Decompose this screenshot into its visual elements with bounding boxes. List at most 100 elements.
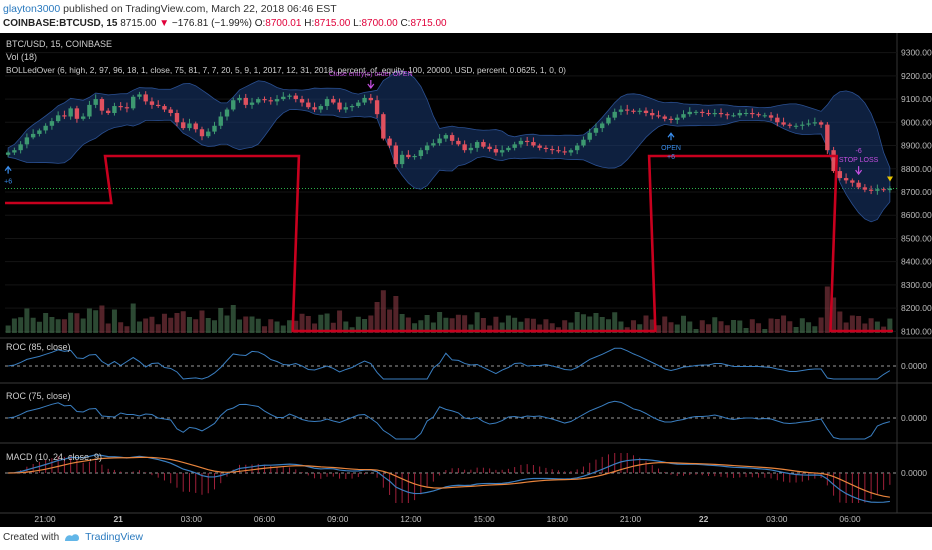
- macd-line: [8, 454, 890, 503]
- strategy-position-line: [5, 154, 893, 333]
- volume-bar: [599, 317, 605, 333]
- candle-body: [299, 99, 305, 103]
- candle-body: [781, 122, 786, 125]
- candle-body: [518, 140, 524, 145]
- volume-bar: [787, 321, 793, 333]
- price-tick-label: 9300.00: [901, 48, 932, 58]
- entry-marker-qty: +6: [667, 154, 675, 161]
- candle-body: [568, 150, 574, 153]
- candle-body: [850, 180, 855, 183]
- candle-body: [750, 113, 755, 115]
- author-link[interactable]: glayton3000: [3, 3, 61, 15]
- volume-bar: [706, 324, 712, 333]
- candle-body: [700, 111, 705, 114]
- close-value: 8715.00: [410, 18, 447, 29]
- time-tick-label: 21:00: [620, 514, 642, 524]
- candle-body: [49, 121, 55, 126]
- pane-separators: [0, 337, 932, 514]
- volume-bar: [11, 318, 17, 333]
- macd-legend: MACD (10, 24, close, 9): [6, 452, 102, 462]
- candle-body: [431, 143, 436, 146]
- volume-bar: [368, 315, 374, 333]
- volume-bar: [874, 321, 880, 333]
- candle-body: [43, 125, 48, 131]
- last-price-triangle-icon: [887, 176, 893, 182]
- candle-body: [456, 140, 461, 145]
- candle-body: [768, 115, 774, 118]
- price-tick-label: 8300.00: [901, 280, 932, 290]
- price-tick-label: 9000.00: [901, 117, 932, 127]
- roc1-legend: ROC (85, close): [6, 342, 71, 352]
- candle-body: [362, 97, 367, 103]
- volume-bar: [387, 309, 393, 333]
- volume-bar: [130, 303, 136, 333]
- bollinger-bands: [7, 70, 891, 223]
- volume-bar: [568, 322, 574, 333]
- publish-info: glayton3000 published on TradingView.com…: [3, 3, 337, 15]
- entry-arrow-icon: [667, 132, 675, 141]
- candle-body: [243, 97, 248, 105]
- volume-bar: [856, 316, 862, 333]
- candle-body: [643, 110, 649, 114]
- candle-body: [437, 138, 442, 144]
- time-tick-label: 21:00: [34, 514, 56, 524]
- candle-body: [693, 111, 699, 113]
- price-tick-label: 8900.00: [901, 141, 932, 151]
- time-tick-label: 21: [113, 514, 123, 524]
- volume-bar: [230, 305, 236, 333]
- candle-body: [837, 171, 843, 179]
- chart-canvas[interactable]: Close entry(s) order OPEN OPEN +6 STOP LOSS…: [0, 33, 932, 527]
- price-axis[interactable]: 9300.00 9200.00 9100.00 9000.00 8900.00 8800.…: [901, 48, 932, 337]
- volume-bar: [318, 314, 324, 333]
- volume-bar: [530, 318, 536, 333]
- volume-bar: [18, 317, 24, 333]
- volume-bar: [462, 315, 468, 333]
- volume-bar: [843, 322, 849, 333]
- candle-body: [274, 99, 280, 102]
- candle-body: [337, 102, 342, 110]
- candle-body: [856, 182, 861, 188]
- volume-bar: [61, 319, 67, 333]
- candle-body: [843, 178, 849, 181]
- candle-body: [449, 135, 455, 141]
- volume-bar: [499, 322, 505, 333]
- exit-arrow-icon: [367, 79, 375, 89]
- candle-body: [193, 123, 198, 130]
- time-tick-label: 22: [699, 514, 709, 524]
- candle-body: [737, 113, 742, 116]
- volume-bar: [712, 317, 718, 333]
- volume-bar: [168, 317, 174, 333]
- volume-bar: [93, 310, 99, 333]
- candle-body: [80, 116, 86, 119]
- volume-bar: [380, 290, 386, 333]
- candle-body: [650, 113, 655, 116]
- candle-body: [812, 122, 818, 124]
- volume-bar: [174, 313, 180, 333]
- candle-body: [99, 99, 105, 111]
- candle-body: [87, 104, 92, 117]
- candle-body: [675, 117, 680, 120]
- volume-bar: [674, 324, 680, 333]
- price-tick-label: 8100.00: [901, 326, 932, 336]
- roc-85-pane: 0.0000: [5, 347, 927, 380]
- exit-marker-qty: -6: [855, 148, 861, 155]
- volume-bar: [155, 324, 161, 333]
- candle-body: [800, 124, 805, 126]
- volume-bar: [768, 318, 774, 333]
- volume-bar: [74, 313, 80, 333]
- candle-body: [162, 106, 167, 110]
- candle-body: [412, 155, 417, 158]
- candle-body: [74, 108, 80, 119]
- bollinger-band-area: [7, 70, 891, 223]
- time-axis[interactable]: 21:00 21 03:00 06:00 09:00 12:00 15:00 18:00 21:…: [34, 514, 861, 524]
- tradingview-brand-link[interactable]: TradingView: [85, 531, 143, 543]
- candle-body: [606, 117, 611, 124]
- volume-bar: [312, 323, 318, 333]
- volume-bar: [668, 322, 674, 333]
- zero-tick-label: 0.0000: [901, 468, 927, 478]
- time-tick-label: 12:00: [400, 514, 422, 524]
- volume-bar: [618, 321, 624, 333]
- candle-body: [168, 109, 173, 114]
- candle-body: [24, 137, 30, 145]
- candle-body: [281, 96, 286, 100]
